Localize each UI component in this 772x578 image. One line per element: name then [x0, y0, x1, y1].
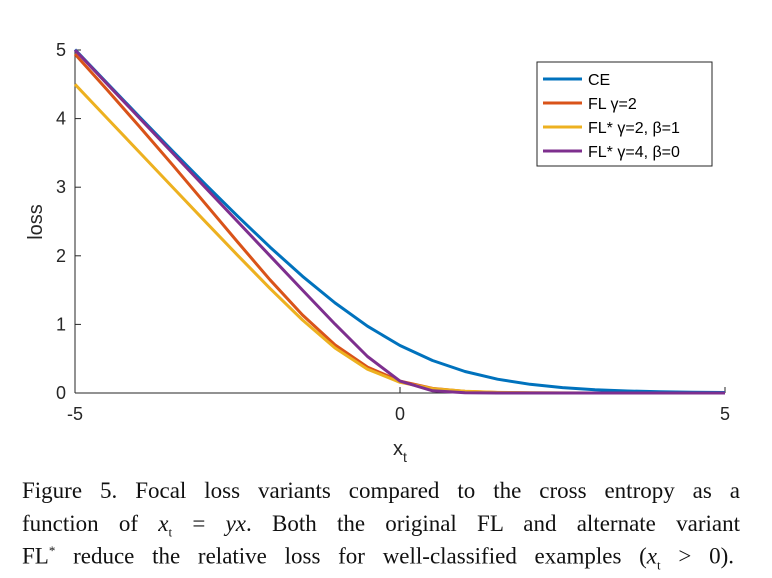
x-tick-label: 0: [395, 404, 405, 424]
x-tick-label: 5: [720, 404, 730, 424]
series-line: [73, 48, 726, 394]
legend-entry: CE: [588, 72, 610, 89]
legend-entry: FL* γ=2, β=1: [588, 120, 680, 137]
y-tick-label: 5: [56, 40, 66, 60]
series-lines: [73, 48, 726, 395]
caption-line-3: FL* reduce the relative loss for well-cl…: [22, 543, 734, 573]
caption-line-1: Figure 5. Focal loss variants compared t…: [22, 478, 740, 503]
x-tick-label: -5: [67, 404, 83, 424]
legend-entry: FL γ=2: [588, 96, 637, 113]
y-tick-label: 1: [56, 314, 66, 334]
y-tick-label: 0: [56, 383, 66, 403]
series-line: [73, 48, 725, 395]
x-axis-label: xt: [393, 438, 407, 465]
legend-entry: FL* γ=4, β=0: [588, 144, 680, 161]
y-axis-label: loss: [25, 204, 47, 240]
y-tick-label: 4: [56, 109, 66, 129]
y-tick-label: 2: [56, 246, 66, 266]
caption-line-2: function of xt = yx. Both the original F…: [22, 511, 740, 540]
legend: CE FL γ=2 FL* γ=2, β=1 FL* γ=4, β=0: [536, 61, 713, 167]
y-tick-label: 3: [56, 177, 66, 197]
